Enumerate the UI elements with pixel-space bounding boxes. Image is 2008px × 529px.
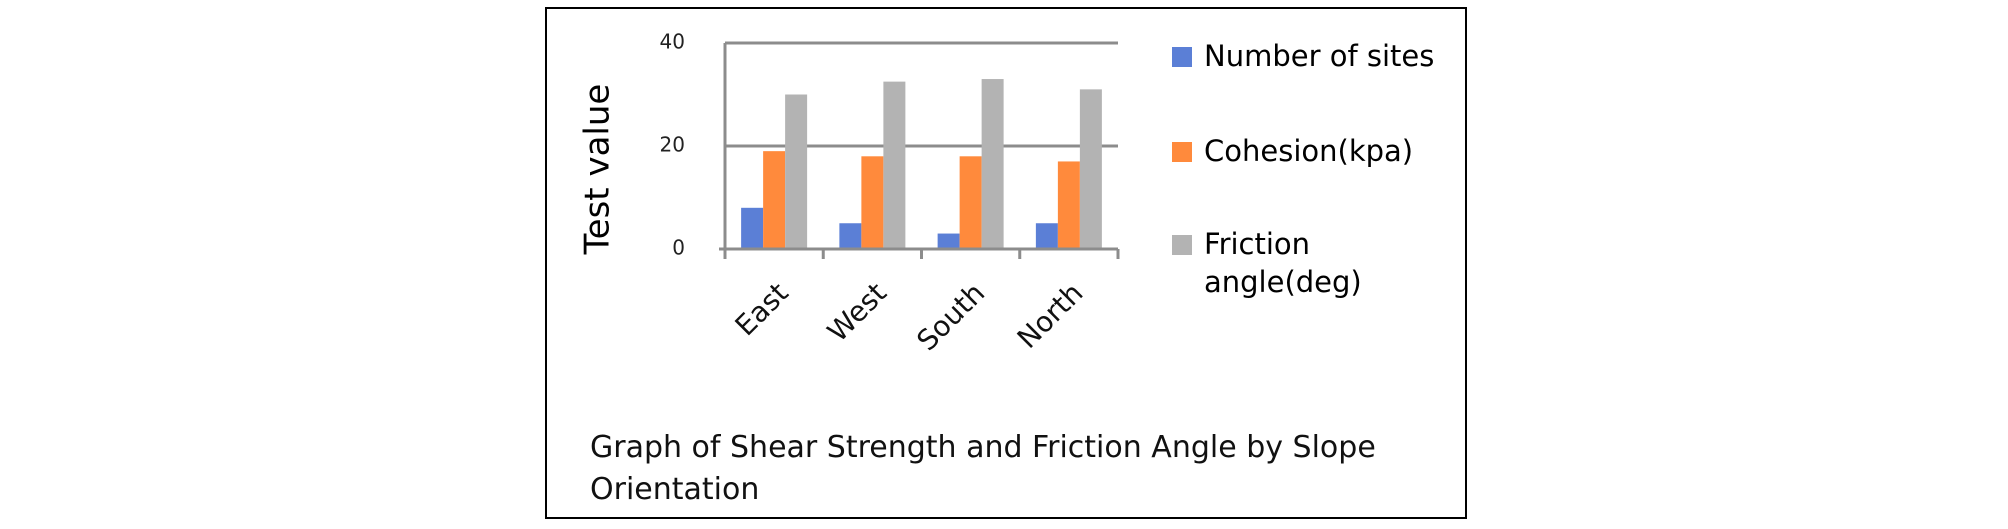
category-labels: East West South North [729,276,1090,357]
bar-south-friction-angle-deg [981,79,1004,249]
category-label-north: North [1011,276,1090,355]
legend-label: Cohesion(kpa) [1204,134,1414,168]
chart-frame: Test value 0 20 40 East West South North Numb… [545,7,1467,519]
bar-south-number-of-sites [937,233,960,249]
category-label-south: South [910,276,991,357]
category-label-west: West [821,276,893,348]
bar-east-number-of-sites [741,207,764,249]
bar-chart: Test value 0 20 40 East West South North [578,30,1120,357]
legend-swatch-cohesion [1172,142,1192,162]
y-axis-label: Test value [578,84,618,256]
legend-label: Friction angle(deg) [1204,227,1362,299]
legend-swatch-friction-angle [1172,235,1192,255]
bar-east-friction-angle-deg [785,94,808,249]
bars [741,79,1102,249]
bar-west-number-of-sites [839,223,862,249]
chart-caption: Graph of Shear Strength and Friction Ang… [590,430,1376,507]
x-axis [719,247,1120,259]
bar-west-friction-angle-deg [883,81,906,249]
bar-north-cohesion-kpa [1057,161,1080,249]
legend-label: Number of sites [1204,39,1435,73]
y-tick-label: 20 [660,133,685,157]
bar-west-cohesion-kpa [861,156,884,249]
y-tick-label: 0 [672,236,685,260]
legend: Number of sites Cohesion(kpa) Friction a… [1172,37,1462,317]
bar-north-number-of-sites [1035,223,1058,249]
y-tick-label: 40 [660,30,685,54]
category-label-east: East [729,276,795,342]
y-tick-labels: 0 20 40 [660,30,685,260]
bar-north-friction-angle-deg [1079,89,1102,249]
bar-south-cohesion-kpa [959,156,982,249]
bar-east-cohesion-kpa [763,151,786,249]
legend-swatch-number-of-sites [1172,47,1192,67]
